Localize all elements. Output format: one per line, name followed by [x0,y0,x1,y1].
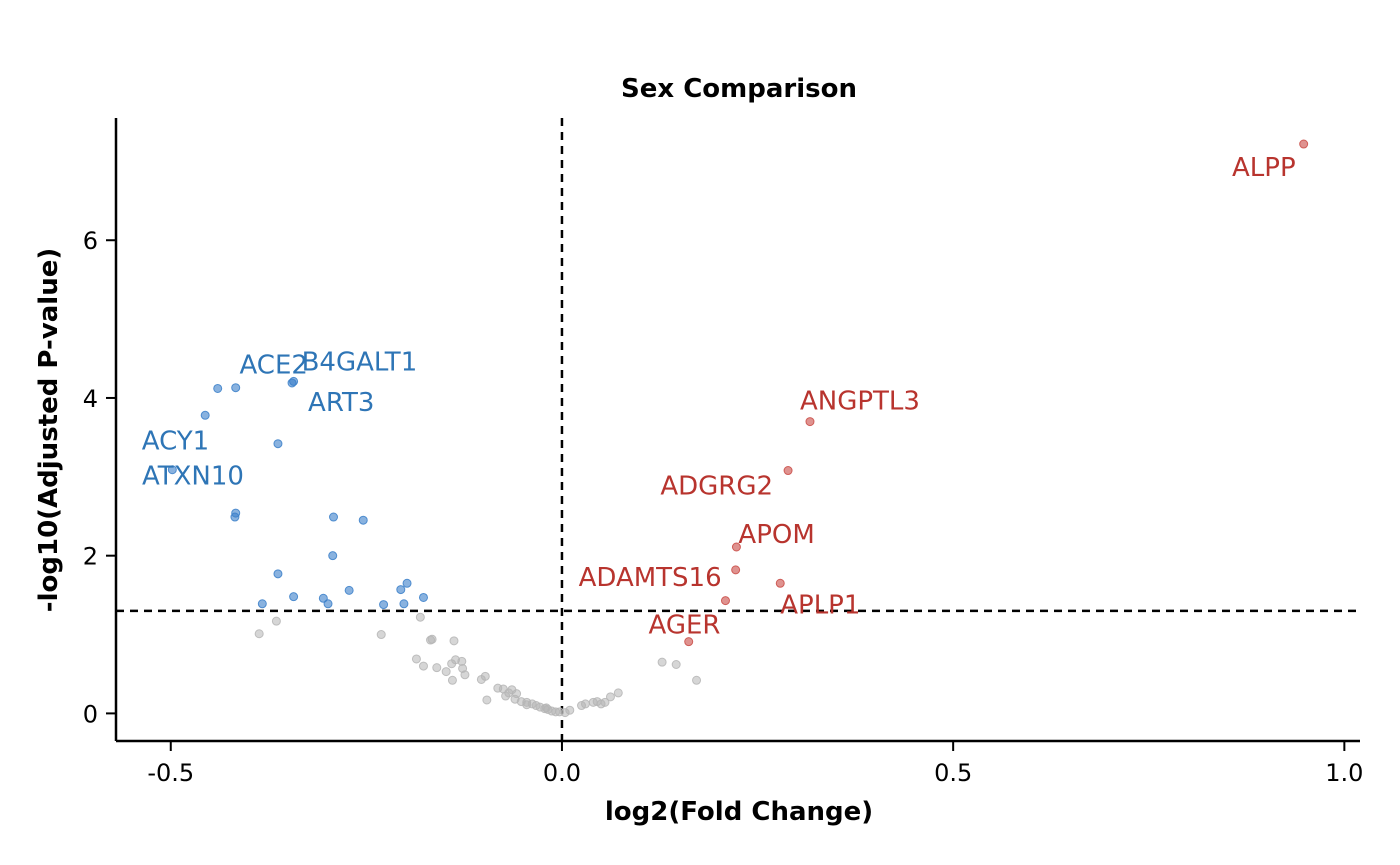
data-point-down [399,599,409,609]
x-tick-label: -0.5 [147,759,194,787]
data-point-down [257,599,267,609]
data-point-down [329,512,339,522]
data-point-down [273,439,283,449]
gene-label: ALPP [1232,153,1296,183]
data-point-down [289,592,299,602]
data-point-down [358,515,368,525]
data-point-ns [541,703,551,713]
data-point-up [720,596,730,606]
x-tick-label: 1.0 [1325,759,1363,787]
gene-label: AGER [648,611,720,641]
data-point-up [805,417,815,427]
gene-label: ADAMTS16 [579,563,722,593]
data-point-ns [507,685,517,695]
gene-label: ATXN10 [142,462,244,492]
data-point-ns [271,616,281,626]
axes: -0.5 0.0 0.5 1.0 0 2 4 6 [83,118,1363,787]
data-point-ns [449,636,459,646]
data-point-up [775,578,785,588]
x-axis-label: log2(Fold Change) [605,797,873,827]
data-point-ns [657,657,667,667]
data-point-down [344,585,354,595]
data-point-ns [613,688,623,698]
gene-label: APLP1 [780,590,860,620]
data-point-ns [418,661,428,671]
data-point-ns [432,663,442,673]
y-tick-label: 0 [83,700,98,728]
data-point-ns [415,612,425,622]
data-point-down [418,592,428,602]
x-tick-label: 0.0 [543,759,581,787]
data-point-down [328,551,338,561]
data-point-ns [671,660,681,670]
chart-title: Sex Comparison [621,74,857,104]
y-tick-label: 4 [83,385,98,413]
data-point-ns [441,667,451,677]
gene-label: ACE2 [239,351,307,381]
data-point-down [323,599,333,609]
data-point-down [200,410,210,420]
data-point-ns [447,675,457,685]
data-point-down [167,465,177,475]
data-point-ns [482,695,492,705]
gene-label: ART3 [308,388,374,418]
gene-label: B4GALT1 [302,347,418,377]
data-point-up [731,542,741,552]
y-tick-label: 6 [83,227,98,255]
data-point-down [396,585,406,595]
data-point-ns [411,654,421,664]
y-tick-label: 2 [83,543,98,571]
data-point-down [379,600,389,610]
data-point-ns [692,675,702,685]
y-axis-label: -log10(Adjusted P-value) [34,248,64,612]
data-point-ns [254,629,264,639]
data-point-down [231,383,241,393]
data-point-ns [480,671,490,681]
data-point-up [684,637,694,647]
data-point-down [230,512,240,522]
gene-label: ANGPTL3 [800,387,920,417]
data-point-ns [376,630,386,640]
gene-label: ADGRG2 [660,472,773,502]
gene-label: ACY1 [142,426,209,456]
data-point-ns [501,691,511,701]
data-point-down [213,383,223,393]
data-point-down [287,378,297,388]
data-point-ns [565,705,575,715]
data-point-up [1299,139,1309,149]
gene-label: APOM [738,520,814,550]
data-point-ns [577,701,587,711]
data-point-up [783,466,793,476]
data-point-down [273,569,283,579]
data-point-ns [460,670,470,680]
data-point-up [731,565,741,575]
x-tick-label: 0.5 [934,759,972,787]
plot-area: ALPP ANGPTL3 ADGRG2 APOM ADAMTS16 APLP1 AGER AC… [116,118,1360,741]
data-point-down [402,578,412,588]
data-point-ns [605,692,615,702]
data-point-ns [600,697,610,707]
data-point-ns [427,634,437,644]
